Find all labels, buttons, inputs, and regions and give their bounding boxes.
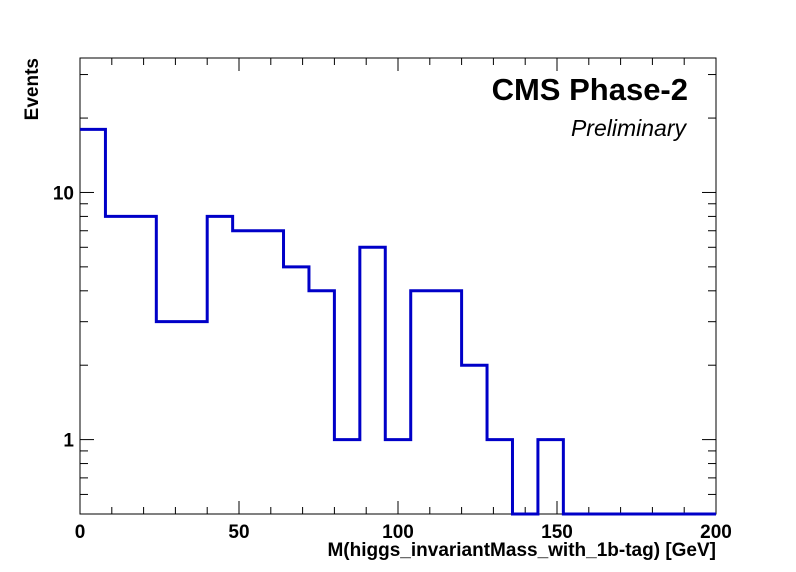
- experiment-label: CMS Phase-2: [492, 72, 688, 107]
- y-tick-label: 1: [63, 431, 74, 452]
- y-axis-title: Events: [22, 58, 43, 120]
- x-tick-label: 150: [541, 522, 573, 543]
- histogram-line: [80, 127, 716, 516]
- x-axis-title: M(higgs_invariantMass_with_1b-tag) [GeV]: [327, 540, 716, 561]
- x-tick-label: 50: [228, 522, 249, 543]
- x-tick-label: 0: [75, 522, 86, 543]
- tick-labels: 0 50 100 150 200 1 10: [53, 183, 732, 543]
- axis-ticks: [79, 58, 717, 515]
- y-tick-label: 10: [53, 183, 74, 204]
- status-label: Preliminary: [571, 115, 688, 141]
- x-tick-label: 200: [700, 522, 732, 543]
- x-tick-label: 100: [382, 522, 414, 543]
